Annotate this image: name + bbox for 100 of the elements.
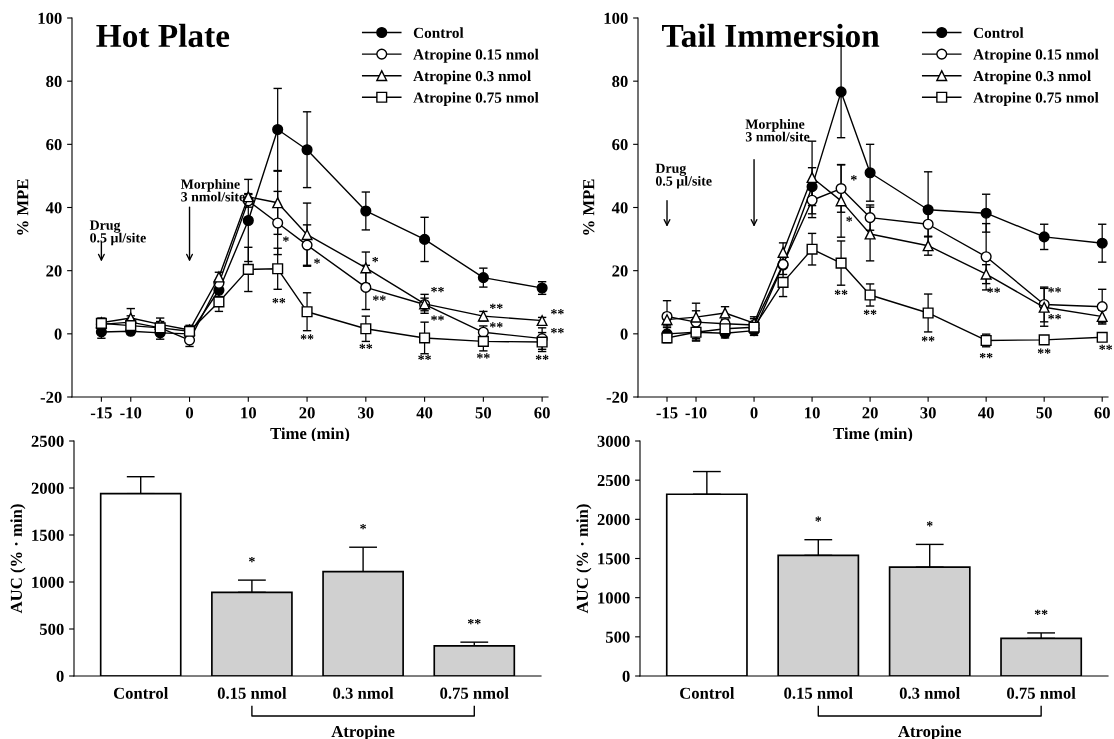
- annotation: **: [863, 309, 877, 315]
- annotation: *: [846, 216, 853, 222]
- y-tick-label: -20: [40, 391, 62, 403]
- x-tick-label: 30: [358, 407, 374, 419]
- x-tick-label: 0.3 nmol: [899, 687, 960, 699]
- legend-label: Atropine 0.15 nmol: [413, 48, 539, 63]
- y-tick-label: 500: [605, 631, 630, 643]
- text: **: [551, 328, 564, 334]
- y-axis-title: % MPE: [17, 179, 29, 235]
- annotation: *: [360, 523, 366, 530]
- x-tick-label: 0.75 nmol: [1007, 687, 1076, 699]
- annotation: Drug 0.5 µl/site: [655, 163, 712, 189]
- annotation: **: [431, 315, 444, 321]
- x-tick-label: 0.3 nmol: [333, 687, 394, 699]
- x-tick-label: -15: [90, 407, 112, 419]
- chart-title: Tail Immersion: [662, 23, 880, 48]
- y-tick-label: -20: [606, 391, 628, 403]
- y-tick-label: 0: [54, 328, 62, 340]
- x-tick-label: 0: [750, 407, 758, 419]
- annotation: **: [272, 298, 286, 304]
- annotation: *: [283, 236, 289, 242]
- annotation: **: [372, 295, 386, 301]
- x-tick-label: 50: [1036, 407, 1052, 419]
- annotation: **: [467, 618, 481, 625]
- y-tick-label: 100: [38, 12, 62, 24]
- legend-label: Atropine 0.75 nmol: [413, 92, 539, 106]
- x-axis-title: Time (min): [270, 427, 350, 443]
- y-tick-label: 2000: [31, 482, 64, 494]
- y-tick-label: 0: [56, 670, 64, 682]
- y-tick-label: 1500: [598, 553, 630, 565]
- annotation: **: [921, 336, 935, 342]
- legend-label: Atropine 0.75 nmol: [973, 92, 1099, 106]
- y-tick-label: 2500: [31, 435, 64, 447]
- annotation: **: [418, 354, 431, 361]
- annotation: *: [926, 521, 933, 527]
- x-tick-label: 0.15 nmol: [784, 687, 853, 699]
- annotation: *: [850, 175, 857, 181]
- y-tick-label: 2500: [597, 474, 630, 487]
- annotation: **: [359, 343, 373, 350]
- annotation: *: [372, 256, 379, 263]
- annotation: *: [314, 258, 320, 264]
- x-axis-title: Time (min): [833, 427, 913, 443]
- x-tick-label: -15: [656, 407, 678, 419]
- annotation: *: [815, 516, 822, 522]
- annotation: **: [1034, 609, 1048, 615]
- x-tick-label: 10: [805, 407, 820, 419]
- x-tick-label: -10: [120, 407, 142, 419]
- x-tick-label: Control: [680, 687, 735, 699]
- annotation: **: [987, 287, 1001, 293]
- y-tick-label: 40: [45, 202, 62, 214]
- y-tick-label: 80: [46, 75, 62, 88]
- legend-label: Control: [413, 27, 464, 39]
- y-tick-label: 60: [46, 139, 62, 151]
- annotation: Morphine 3 nmol/site: [180, 179, 245, 202]
- legend-label: Atropine 0.3 nmol: [413, 70, 531, 85]
- y-tick-label: 20: [46, 265, 62, 277]
- x-tick-label: 60: [534, 407, 550, 419]
- annotation: **: [1048, 314, 1061, 320]
- x-tick-label: 30: [920, 407, 936, 419]
- annotation: **: [1037, 348, 1051, 354]
- y-tick-label: 2000: [597, 514, 630, 526]
- x-tick-label: 60: [1094, 407, 1110, 419]
- y-axis-title: % MPE: [583, 179, 595, 235]
- y-tick-label: 20: [612, 265, 628, 277]
- annotation: **: [1048, 287, 1061, 293]
- y-tick-label: 1000: [32, 576, 64, 588]
- y-tick-label: 60: [612, 139, 628, 151]
- y-tick-label: 100: [604, 12, 628, 24]
- annotation: **: [300, 334, 314, 340]
- x-tick-label: 40: [416, 407, 433, 419]
- x-tick-label: 50: [475, 407, 492, 419]
- text: **: [551, 309, 564, 315]
- y-tick-label: 1000: [598, 592, 630, 604]
- y-tick-label: 0: [620, 328, 628, 340]
- annotation: Morphine 3 nmol/site: [745, 119, 810, 142]
- x-tick-label: -10: [685, 407, 707, 419]
- y-tick-label: 500: [39, 623, 64, 635]
- x-tick-label: 40: [978, 407, 994, 419]
- annotation: **: [1099, 344, 1113, 350]
- annotation: **: [476, 353, 490, 359]
- chart-title: Hot Plate: [96, 23, 230, 48]
- x-tick-label: Control: [113, 687, 169, 699]
- annotation: Drug 0.5 µl/site: [89, 220, 146, 246]
- annotation: **: [535, 354, 549, 361]
- annotation: **: [979, 352, 993, 359]
- legend-label: Atropine 0.3 nmol: [973, 70, 1091, 85]
- x-tick-label: 20: [862, 407, 878, 419]
- legend-label: Control: [973, 27, 1024, 39]
- x-tick-label: 10: [241, 407, 256, 419]
- y-tick-label: 40: [611, 202, 628, 214]
- y-tick-label: 0: [622, 670, 630, 682]
- y-tick-label: 1500: [32, 529, 64, 541]
- y-axis-title: AUC (% · min): [10, 504, 26, 614]
- annotation: **: [431, 286, 444, 293]
- y-tick-label: 3000: [597, 435, 630, 447]
- annotation: **: [834, 289, 848, 296]
- y-tick-label: 80: [612, 75, 628, 88]
- x-tick-label: 20: [299, 407, 315, 419]
- annotation: **: [489, 303, 503, 309]
- y-axis-title: AUC (% · min): [576, 504, 592, 614]
